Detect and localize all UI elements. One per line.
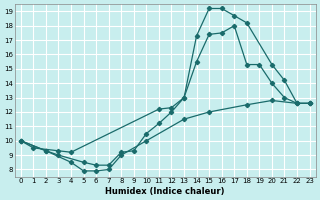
X-axis label: Humidex (Indice chaleur): Humidex (Indice chaleur)	[106, 187, 225, 196]
